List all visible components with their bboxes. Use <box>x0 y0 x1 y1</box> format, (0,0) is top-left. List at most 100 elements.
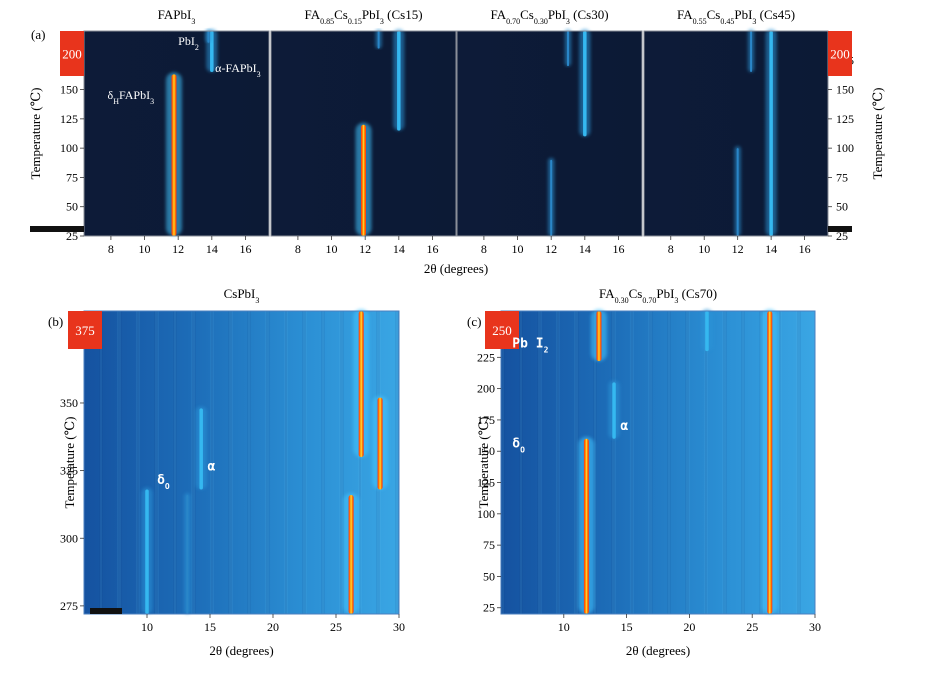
diffraction-trace <box>583 438 589 614</box>
top-temperature-badge-label: 250 <box>492 323 512 338</box>
phase-annotation: PbI2 <box>178 34 199 52</box>
y-tick-label: 75 <box>483 538 495 552</box>
diffraction-trace <box>199 408 203 490</box>
x-tick-label: 8 <box>481 242 487 256</box>
y-axis-label: Temperature (℃) <box>62 417 77 509</box>
x-tick-label: 10 <box>139 242 151 256</box>
x-tick-label: 30 <box>393 620 405 634</box>
y-tick-label: 25 <box>483 601 495 615</box>
heatmap-texture <box>500 311 801 614</box>
panel-title: CsPbI3 <box>224 286 260 305</box>
diffraction-trace <box>769 31 773 236</box>
axis-bar <box>90 608 122 614</box>
x-axis-label: 2θ (degrees) <box>626 643 690 658</box>
axis-bar <box>30 226 84 232</box>
diffraction-trace <box>348 494 354 614</box>
x-tick-label: 14 <box>206 242 218 256</box>
phase-annotation: Pb I2 <box>512 336 548 354</box>
x-tick-label: 14 <box>579 242 591 256</box>
y-tick-label: 125 <box>836 112 854 126</box>
panel-frame <box>83 310 400 615</box>
diffraction-trace <box>358 311 364 458</box>
top-temperature-badge-label: 200 <box>62 47 82 62</box>
chart-panel-3: FA0.70Cs0.30PbI3 (Cs30) 8 10 12 14 16 <box>456 7 643 256</box>
x-tick-label: 15 <box>621 620 633 634</box>
y-tick-label: 325 <box>60 464 78 478</box>
y-axis-label: Temperature (℃) <box>28 88 43 180</box>
phase-annotation: α-FAPbI3 <box>215 61 260 79</box>
phase-annotation: δO <box>512 436 525 454</box>
top-temperature-badge <box>828 31 852 76</box>
x-tick-label: 14 <box>765 242 777 256</box>
y-tick-label: 275 <box>60 599 78 613</box>
y-tick-label: 75 <box>66 170 78 184</box>
axis-bar <box>828 226 852 232</box>
x-tick-label: 8 <box>295 242 301 256</box>
y-tick-label: 25 <box>66 229 78 243</box>
diffraction-trace <box>145 489 149 614</box>
y-tick-label: 150 <box>477 444 495 458</box>
x-tick-label: 15 <box>204 620 216 634</box>
panel-title: FA0.55Cs0.45PbI3 (Cs45) <box>677 7 795 26</box>
diffraction-trace <box>207 31 210 43</box>
y-tick-label: 350 <box>60 396 78 410</box>
phase-annotation: δO <box>157 473 170 491</box>
x-tick-label: 14 <box>393 242 405 256</box>
y-tick-label: 100 <box>836 141 854 155</box>
panel-frame <box>500 310 816 615</box>
diffraction-trace <box>567 31 569 67</box>
diffraction-trace <box>612 382 616 439</box>
phase-annotation: δHFAPbI3 <box>108 88 155 106</box>
y-tick-label: 175 <box>477 413 495 427</box>
diffraction-trace <box>767 311 773 614</box>
diffraction-trace <box>377 397 383 490</box>
chart-panel-2: FA0.85Cs0.15PbI3 (Cs15) 8 10 12 14 16 <box>270 7 457 256</box>
x-tick-label: 8 <box>108 242 114 256</box>
panel-letter: (b) <box>48 314 63 329</box>
chart-panel-6: FA0.30Cs0.70PbI3 (Cs70) 10 15 20 25 30 25 50 75 1… <box>476 286 821 658</box>
top-temperature-badge-label: 200 <box>830 47 850 62</box>
panel-frame <box>643 30 829 237</box>
panel-letter: (c) <box>467 314 481 329</box>
x-tick-label: 12 <box>732 242 744 256</box>
y-tick-label: 100 <box>60 141 78 155</box>
y-axis-label: Temperature (℃) <box>476 417 491 509</box>
panel-frame <box>456 30 643 237</box>
y-tick-label: 75 <box>836 170 848 184</box>
y-tick-label: 300 <box>60 531 78 545</box>
diffraction-trace <box>736 148 739 236</box>
y-tick-label: 225 <box>477 350 495 364</box>
x-tick-label: 10 <box>698 242 710 256</box>
diffraction-trace <box>750 31 753 72</box>
panel-title: FA0.85Cs0.15PbI3 (Cs15) <box>304 7 422 26</box>
y-tick-label: 50 <box>483 569 495 583</box>
panel-frame <box>83 30 270 237</box>
x-tick-label: 10 <box>141 620 153 634</box>
diffraction-trace <box>377 31 380 49</box>
x-tick-label: 12 <box>172 242 184 256</box>
x-tick-label: 8 <box>668 242 674 256</box>
diffraction-trace <box>583 31 587 137</box>
y-tick-label: 200 <box>477 382 495 396</box>
y-tick-label: 125 <box>477 476 495 490</box>
top-temperature-badge <box>485 311 519 349</box>
y-tick-label: 150 <box>836 83 854 97</box>
top-temperature-badge <box>60 31 84 76</box>
y-tick-label: 50 <box>836 200 848 214</box>
phase-annotation: α <box>620 419 628 434</box>
diffraction-trace <box>171 74 177 236</box>
x-tick-label: 12 <box>545 242 557 256</box>
x-tick-label: 16 <box>426 242 438 256</box>
panel-title: FAPbI3 <box>158 7 196 26</box>
diffraction-trace <box>186 494 189 614</box>
y-axis-label: Temperature (℃) <box>870 88 885 180</box>
x-tick-label: 16 <box>799 242 811 256</box>
chart-panel-1: FAPbI3810121416255075100125150175200PbI2… <box>28 7 270 256</box>
diffraction-trace <box>596 311 602 362</box>
panel-title: FA0.70Cs0.30PbI3 (Cs30) <box>490 7 608 26</box>
panel-frame <box>270 30 457 237</box>
panel-letter: (a) <box>31 27 45 42</box>
chart-panel-4: FA0.55Cs0.45PbI3 (Cs45) 8 10 12 14 16 25 50 75 10… <box>643 7 885 256</box>
x-axis-label: 2θ (degrees) <box>424 261 488 276</box>
